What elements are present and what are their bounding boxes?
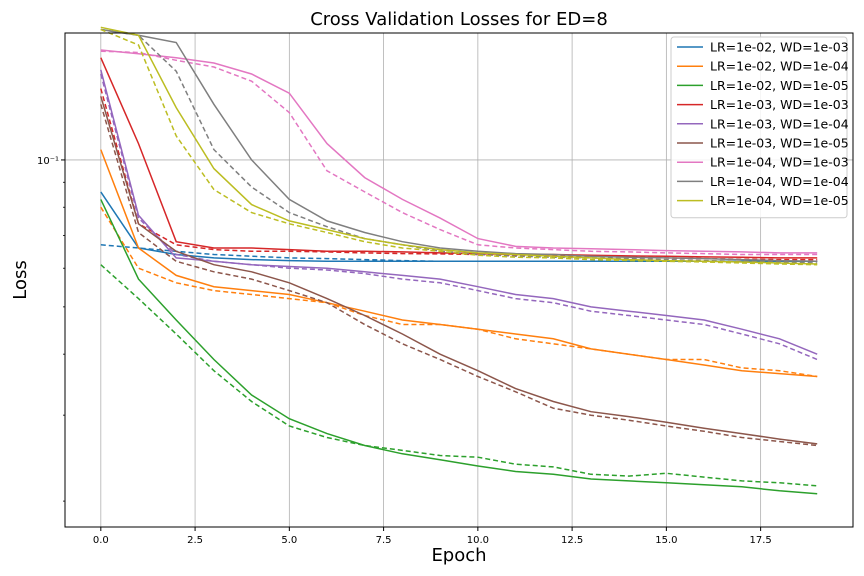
legend-label: LR=1e-04, WD=1e-04: [710, 174, 849, 189]
x-tick-label: 0.0: [93, 535, 109, 546]
legend-label: LR=1e-03, WD=1e-04: [710, 116, 849, 131]
x-tick-label: 17.5: [749, 535, 771, 546]
series-line-dashed-1: [100, 206, 818, 378]
x-tick-label: 10.0: [467, 535, 489, 546]
series-line-solid-2: [100, 199, 818, 495]
legend: LR=1e-02, WD=1e-03 LR=1e-02, WD=1e-04 LR=1…: [670, 36, 849, 219]
series-line-solid-4: [100, 69, 818, 355]
series-line-solid-8: [100, 26, 818, 265]
legend-label: LR=1e-02, WD=1e-03: [710, 40, 849, 55]
series-line-dashed-2: [100, 264, 818, 487]
series-line-dashed-6: [100, 50, 818, 256]
x-tick-label: 5.0: [281, 535, 297, 546]
legend-label: LR=1e-02, WD=1e-04: [710, 59, 849, 74]
series-line-dashed-5: [100, 104, 818, 447]
x-tick-label: 12.5: [561, 535, 583, 546]
x-axis-label: Epoch: [431, 545, 486, 566]
y-tick-label: 10⁻¹: [37, 156, 59, 167]
series-line-solid-7: [100, 28, 818, 263]
legend-label: LR=1e-04, WD=1e-05: [710, 193, 849, 208]
series-line-dashed-4: [100, 73, 818, 361]
series-line-solid-5: [100, 96, 818, 445]
plot-frame: [64, 32, 854, 528]
y-axis-ticks: 10⁻¹: [37, 156, 65, 502]
series-line-solid-1: [100, 149, 818, 378]
x-tick-label: 7.5: [376, 535, 392, 546]
legend-label: LR=1e-02, WD=1e-05: [710, 78, 849, 93]
x-axis-ticks: 0.0 2.5 5.0 7.5 10.0 12.5 15.0 17.5: [93, 527, 772, 546]
legend-label: LR=1e-03, WD=1e-05: [710, 136, 849, 151]
legend-box: [670, 36, 848, 219]
series-line-solid-6: [100, 49, 818, 254]
chart-title: Cross Validation Losses for ED=8: [310, 9, 608, 30]
x-tick-label: 2.5: [187, 535, 203, 546]
legend-label: LR=1e-03, WD=1e-03: [710, 97, 849, 112]
x-tick-label: 15.0: [655, 535, 677, 546]
series-lines: [100, 26, 818, 495]
legend-label: LR=1e-04, WD=1e-03: [710, 155, 849, 170]
y-axis-label: Loss: [10, 260, 31, 299]
